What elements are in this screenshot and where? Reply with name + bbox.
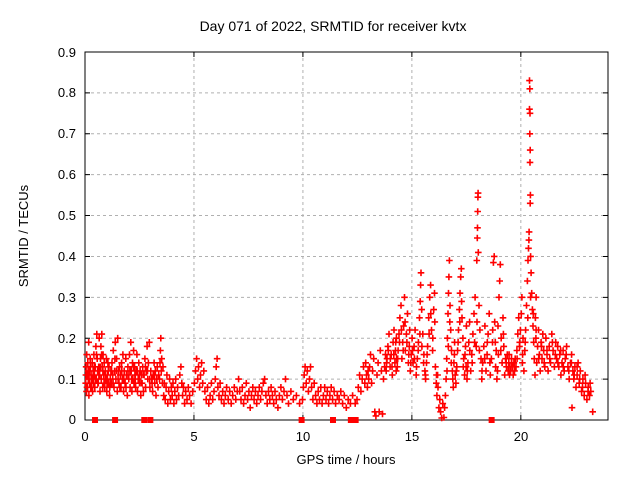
zero-flag-marker: [141, 417, 148, 423]
plot-border: [84, 51, 609, 421]
y-tick-label: 0: [68, 412, 76, 427]
chart-title: Day 071 of 2022, SRMTID for receiver kvt…: [199, 18, 467, 34]
y-tick-label: 0.3: [57, 290, 76, 305]
x-tick-label: 10: [295, 429, 311, 444]
y-tick-label: 0.8: [57, 85, 76, 100]
y-tick-label: 0.9: [57, 45, 76, 60]
zero-flag-marker: [329, 417, 336, 423]
y-tick-label: 0.5: [57, 208, 76, 223]
x-tick-label: 0: [81, 429, 89, 444]
zero-flag-marker: [92, 417, 99, 423]
x-tick-label: 15: [404, 429, 420, 444]
series-srmtid-points: [82, 77, 596, 422]
zero-flag-marker: [298, 417, 305, 423]
y-tick-label: 0.6: [57, 167, 76, 182]
x-axis-label: GPS time / hours: [296, 452, 396, 467]
y-tick-label: 0.4: [57, 249, 76, 264]
y-tick-label: 0.2: [57, 331, 76, 346]
zero-flag-marker: [488, 417, 495, 423]
zero-flag-marker: [112, 417, 119, 423]
y-tick-label: 0.1: [57, 372, 76, 387]
x-tick-label: 5: [190, 429, 198, 444]
zero-flag-marker: [352, 417, 359, 423]
y-tick-label: 0.7: [57, 126, 76, 141]
x-tick-label: 20: [513, 429, 529, 444]
zero-flag-marker: [147, 417, 154, 423]
tick-marks: [84, 51, 608, 421]
